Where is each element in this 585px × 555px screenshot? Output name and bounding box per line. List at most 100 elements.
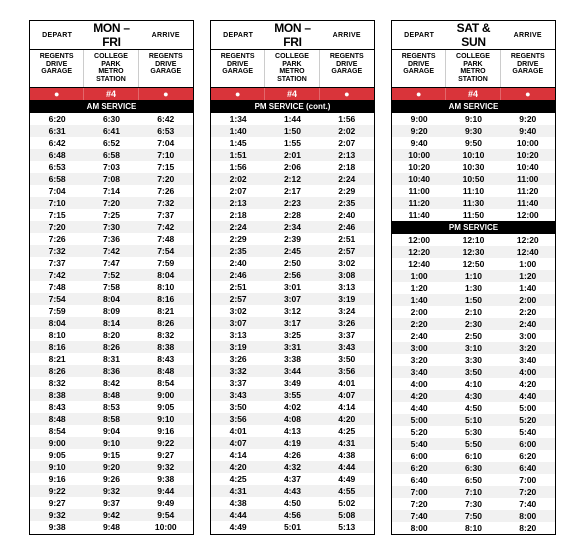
time-cell: 1:20 [392,282,446,294]
time-cell: 1:40 [501,282,555,294]
time-cell: 9:05 [139,401,193,413]
time-row: 2:402:503:00 [392,330,555,342]
time-row: 3:373:494:01 [211,377,374,389]
time-cell: 5:13 [320,521,374,533]
time-row: 7:047:147:26 [30,185,193,197]
time-row: 3:403:504:00 [392,366,555,378]
time-cell: 3:49 [265,377,319,389]
time-body: 6:206:306:426:316:416:536:426:527:046:48… [30,113,193,533]
time-row: 5:005:105:20 [392,414,555,426]
time-cell: 11:30 [446,197,500,209]
time-cell: 6:31 [30,125,84,137]
time-cell: 8:26 [30,365,84,377]
time-cell: 8:04 [84,293,138,305]
time-cell: 1:50 [446,294,500,306]
time-row: 9:009:109:20 [392,113,555,125]
time-row: 4:204:324:44 [211,461,374,473]
time-cell: 3:25 [265,329,319,341]
time-row: 3:193:313:43 [211,341,374,353]
time-cell: 3:26 [211,353,265,365]
time-cell: 5:10 [446,414,500,426]
time-cell: 12:30 [446,246,500,258]
time-cell: 2:30 [446,318,500,330]
route-band: ●#4● [211,88,374,100]
time-cell: 4:10 [446,378,500,390]
time-cell: 3:37 [211,377,265,389]
time-cell: 5:08 [320,509,374,521]
time-cell: 12:50 [446,258,500,270]
time-cell: 1:20 [501,270,555,282]
time-cell: 9:16 [139,425,193,437]
stop-mid: COLLEGE PARKMETRO STATION [265,50,319,87]
time-cell: 6:20 [501,450,555,462]
route-band: ●#4● [392,88,555,100]
time-cell: 2:13 [320,149,374,161]
time-row: 2:202:302:40 [392,318,555,330]
time-cell: 9:32 [139,461,193,473]
time-cell: 2:20 [392,318,446,330]
time-cell: 7:40 [392,510,446,522]
stop-left: REGENTSDRIVE GARAGE [30,50,84,87]
time-cell: 4:50 [265,497,319,509]
time-cell: 2:40 [501,318,555,330]
service-band: PM SERVICE (cont.) [211,100,374,113]
time-cell: 3:40 [392,366,446,378]
time-cell: 4:43 [265,485,319,497]
time-cell: 3:20 [501,342,555,354]
time-cell: 2:51 [320,233,374,245]
time-cell: 9:38 [30,521,84,533]
time-cell: 2:01 [265,149,319,161]
time-cell: 11:20 [501,185,555,197]
time-cell: 6:58 [84,149,138,161]
time-cell: 4:44 [320,461,374,473]
time-cell: 2:29 [211,233,265,245]
time-cell: 7:32 [139,197,193,209]
dot-icon: ● [211,88,265,100]
time-cell: 4:37 [265,473,319,485]
time-cell: 5:40 [501,426,555,438]
time-cell: 3:50 [446,366,500,378]
time-cell: 8:10 [139,281,193,293]
time-cell: 9:10 [84,437,138,449]
time-cell: 2:10 [446,306,500,318]
time-cell: 2:56 [265,269,319,281]
time-cell: 3:31 [265,341,319,353]
time-cell: 9:37 [84,497,138,509]
depart-label: DEPART [30,30,84,41]
time-row: 8:108:208:32 [30,329,193,341]
time-row: 1:401:502:00 [392,294,555,306]
day-label: MON – FRI [265,21,319,49]
time-row: 7:267:367:48 [30,233,193,245]
time-cell: 9:26 [84,473,138,485]
time-cell: 3:50 [320,353,374,365]
time-body: 12:0012:1012:2012:2012:3012:4012:4012:50… [392,234,555,534]
time-row: 2:242:342:46 [211,221,374,233]
time-cell: 8:26 [139,317,193,329]
time-row: 6:006:106:20 [392,450,555,462]
time-cell: 4:02 [265,401,319,413]
time-cell: 3:50 [211,401,265,413]
time-row: 8:168:268:38 [30,341,193,353]
time-cell: 8:14 [84,317,138,329]
time-cell: 6:20 [30,113,84,125]
time-cell: 1:44 [265,113,319,125]
time-cell: 9:10 [446,113,500,125]
time-cell: 4:31 [211,485,265,497]
time-cell: 7:40 [501,498,555,510]
time-cell: 7:15 [30,209,84,221]
time-cell: 9:04 [84,425,138,437]
time-cell: 12:40 [392,258,446,270]
time-cell: 12:20 [392,246,446,258]
time-cell: 6:10 [446,450,500,462]
day-label: MON – FRI [84,21,138,49]
header-row: DEPARTMON – FRIARRIVE [211,21,374,50]
time-cell: 4:25 [320,425,374,437]
time-cell: 8:43 [139,353,193,365]
time-cell: 2:20 [501,306,555,318]
time-cell: 3:12 [265,305,319,317]
time-cell: 2:13 [211,197,265,209]
time-row: 9:169:269:38 [30,473,193,485]
time-cell: 7:50 [446,510,500,522]
time-cell: 2:18 [320,161,374,173]
time-cell: 8:10 [30,329,84,341]
